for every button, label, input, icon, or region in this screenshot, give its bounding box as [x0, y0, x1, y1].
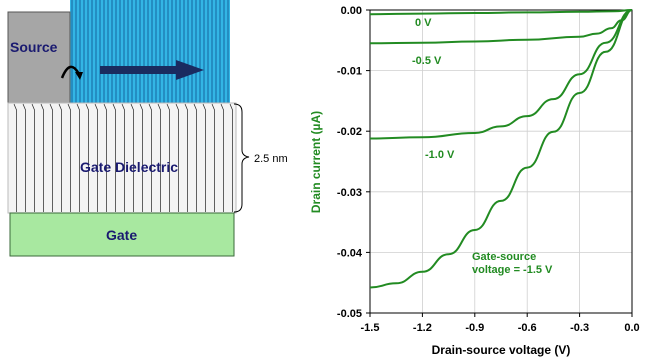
channel-region: [70, 0, 230, 103]
series-line-2: [369, 9, 633, 140]
y-tick-label: -0.02: [337, 126, 362, 138]
gate-block: [9, 212, 235, 257]
series-label-neg-1-0v: -1.0 V: [425, 149, 455, 161]
thickness-label: 2.5 nm: [254, 153, 288, 165]
series-label-neg-1-5v-line1: Gate-source: [472, 251, 536, 263]
y-axis-title: Drain current (µA): [309, 111, 323, 213]
x-axis-title: Drain-source voltage (V): [432, 343, 571, 357]
tunneling-arrow-icon: [60, 65, 81, 79]
plot-area: [369, 9, 633, 314]
x-tick-label: -1.2: [413, 322, 432, 334]
tunneling-arrowhead-icon: [75, 72, 83, 80]
transistor-cross-section-diagram: Source Gate Dielectric 2.5 nm Gate: [7, 0, 288, 257]
gate-label: Gate: [106, 227, 137, 243]
series-label-neg-0-5v: -0.5 V: [412, 55, 442, 67]
y-tick-label: 0.00: [341, 5, 362, 17]
y-tick-label: -0.05: [337, 308, 362, 320]
series-line-3: [369, 9, 633, 289]
series-line-0: [369, 9, 633, 16]
series-label-0v: 0 V: [415, 17, 432, 29]
x-tick-label: -0.6: [518, 322, 537, 334]
series-label-neg-1-5v-line2: voltage = -1.5 V: [472, 264, 553, 276]
source-label: Source: [10, 39, 58, 55]
x-tick-label: 0.0: [624, 322, 639, 334]
source-block: [7, 11, 71, 104]
thickness-brace: [233, 103, 250, 213]
x-tick-label: -0.3: [570, 322, 589, 334]
current-arrow-shaft: [100, 66, 178, 74]
y-tick-label: -0.04: [337, 247, 363, 259]
gate-dielectric-region: [7, 102, 237, 214]
y-tick-label: -0.03: [337, 187, 362, 199]
gate-dielectric-label: Gate Dielectric: [80, 159, 178, 175]
x-tick-label: -1.5: [361, 322, 380, 334]
current-arrow-head-icon: [176, 60, 204, 80]
x-tick-label: -0.9: [465, 322, 484, 334]
y-tick-label: -0.01: [337, 66, 362, 78]
series-line-1: [369, 9, 633, 45]
